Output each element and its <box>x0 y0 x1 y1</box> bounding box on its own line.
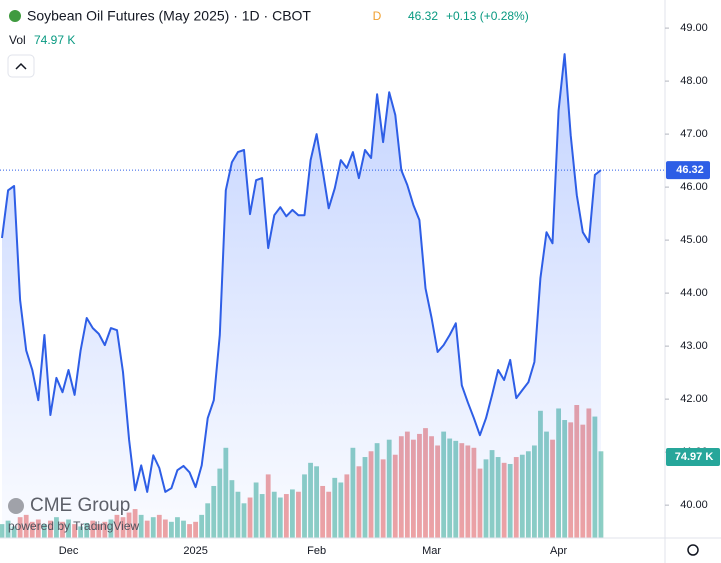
volume-title: Vol <box>9 33 26 47</box>
last-price: 46.32 <box>408 9 438 23</box>
y-tick-label: 48.00 <box>680 75 708 87</box>
y-tick-label: 49.00 <box>680 22 708 34</box>
volume-tag-label: 74.97 K <box>675 451 714 463</box>
price-change: +0.13 (+0.28%) <box>446 9 529 23</box>
y-tick-label: 45.00 <box>680 234 708 246</box>
volume-bar <box>598 451 604 538</box>
price-tag <box>666 161 710 180</box>
x-tick-label: Dec <box>59 545 79 557</box>
flag-box <box>367 9 387 25</box>
y-tick-label: 47.00 <box>680 128 708 140</box>
x-tick-label: 2025 <box>183 545 207 557</box>
y-tick-label: 43.00 <box>680 340 708 352</box>
volume-value: 74.97 K <box>34 33 75 47</box>
settings-icon[interactable] <box>687 544 699 556</box>
x-tick-label: Feb <box>307 545 326 557</box>
collapse-button[interactable] <box>7 54 35 78</box>
y-tick-label: 46.00 <box>680 181 708 193</box>
chart-title: Soybean Oil Futures (May 2025) · 1D · CB… <box>27 8 311 24</box>
x-tick-label: Apr <box>550 545 567 557</box>
area <box>2 54 601 538</box>
price-tag-label: 46.32 <box>676 164 704 176</box>
watermark: CME Group <box>30 495 130 516</box>
flag: D <box>373 9 382 23</box>
y-tick-label: 44.00 <box>680 287 708 299</box>
y-tick-label: 42.00 <box>680 393 708 405</box>
chevron-icon <box>15 62 27 70</box>
y-tick-label: 40.00 <box>680 499 708 511</box>
x-tick-label: Mar <box>422 545 441 557</box>
powered-by: powered by TradingView <box>8 519 140 533</box>
price-line <box>1 53 602 493</box>
watermark-logo <box>8 498 24 514</box>
symbol-icon <box>9 10 21 22</box>
volume-tag <box>666 448 720 466</box>
